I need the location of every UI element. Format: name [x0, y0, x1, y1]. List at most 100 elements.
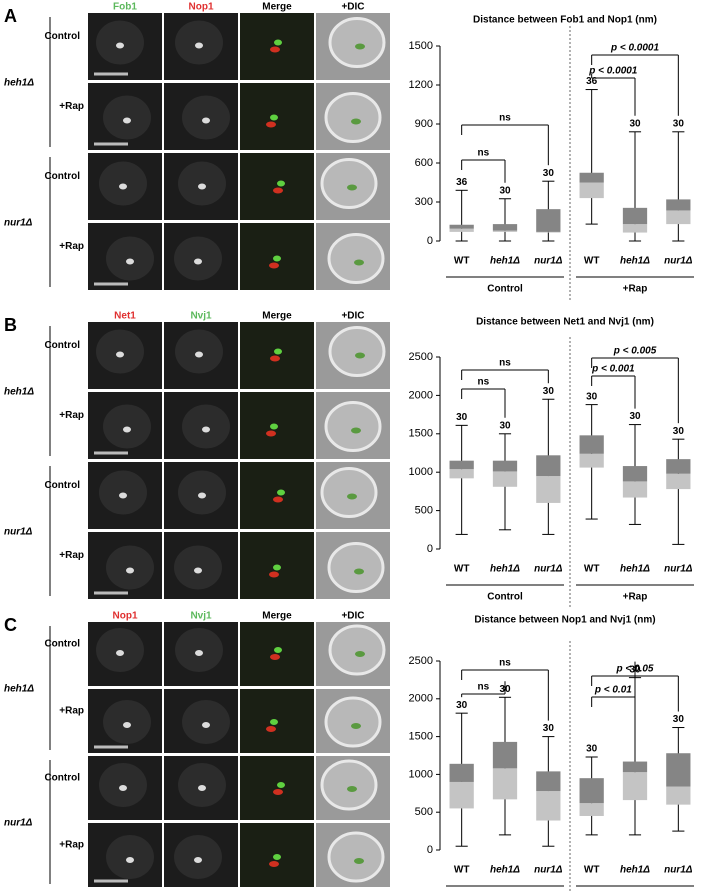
spot	[202, 722, 210, 728]
channel-header: Merge	[262, 2, 292, 13]
micrograph	[240, 823, 314, 887]
n-label: 30	[543, 723, 555, 734]
y-tick-label: 500	[415, 505, 433, 517]
spot	[194, 567, 202, 574]
spot	[126, 567, 134, 574]
y-tick-label: 1500	[409, 428, 433, 440]
x-tick-label: heh1Δ	[620, 256, 650, 267]
box-upper	[666, 199, 691, 211]
box-lower	[622, 772, 648, 801]
x-tick-label: WT	[584, 256, 600, 267]
box-upper	[492, 460, 518, 472]
comparison-bracket	[461, 159, 506, 183]
channel-header: Nop1	[113, 611, 138, 622]
cell	[327, 542, 385, 593]
micrograph	[316, 756, 390, 820]
x-tick-label: heh1Δ	[490, 865, 520, 876]
spot	[351, 118, 361, 125]
y-tick-label: 900	[415, 118, 433, 130]
box-lower	[536, 476, 561, 503]
condition-label: +Rap	[59, 410, 84, 421]
box-lower	[536, 231, 561, 233]
channel-header: +DIC	[341, 611, 364, 622]
group-label: +Rap	[623, 592, 648, 603]
channel-header: Fob1	[113, 2, 137, 13]
y-tick-label: 0	[427, 543, 433, 555]
comparison-label: ns	[499, 113, 511, 124]
box-lower	[492, 471, 518, 487]
image-bg	[240, 462, 314, 529]
spot	[277, 489, 285, 496]
comparison-bracket	[591, 54, 679, 116]
x-tick-label: heh1Δ	[490, 564, 520, 575]
spot	[194, 857, 202, 863]
y-tick-label: 1500	[409, 731, 433, 743]
spot	[123, 722, 131, 728]
channel-header: Net1	[114, 311, 136, 322]
chart-title: Distance between Net1 and Nvj1 (nm)	[476, 317, 654, 328]
spot	[273, 496, 283, 503]
box-lower	[666, 786, 691, 805]
box-lower	[449, 781, 474, 809]
micrograph	[88, 83, 162, 150]
micrograph	[88, 823, 162, 887]
box-upper	[492, 741, 518, 769]
micrograph	[316, 83, 390, 150]
cell	[327, 233, 385, 284]
strain-label: heh1Δ	[4, 684, 34, 695]
micrograph	[316, 532, 390, 599]
comparison-label: ns	[477, 682, 489, 693]
condition-label: Control	[44, 31, 80, 42]
comparison-bracket	[591, 73, 636, 116]
x-tick-label: heh1Δ	[490, 256, 520, 267]
n-label: 36	[586, 76, 598, 87]
spot	[195, 42, 203, 49]
spot	[270, 355, 280, 362]
box-lower	[622, 224, 648, 233]
x-tick-label: WT	[454, 256, 470, 267]
micrograph	[240, 223, 314, 290]
n-label: 30	[586, 391, 598, 402]
micrograph	[164, 462, 238, 529]
spot	[273, 854, 281, 860]
spot	[270, 46, 280, 53]
micrograph	[316, 223, 390, 290]
spot	[355, 651, 365, 657]
micrograph	[164, 392, 238, 459]
micrograph	[164, 223, 238, 290]
strain-label: heh1Δ	[4, 78, 34, 89]
panel-letter: A	[4, 6, 17, 26]
comparison-bracket	[591, 675, 679, 712]
micrograph	[316, 823, 390, 887]
condition-label: +Rap	[59, 550, 84, 561]
micrograph	[164, 532, 238, 599]
y-tick-label: 300	[415, 196, 433, 208]
spot	[354, 568, 364, 575]
spot	[123, 426, 131, 433]
x-tick-label: WT	[454, 564, 470, 575]
y-tick-label: 1000	[409, 466, 433, 478]
y-tick-label: 2500	[409, 655, 433, 667]
spot	[195, 351, 203, 358]
spot	[266, 121, 276, 128]
micrograph	[88, 622, 162, 686]
spot	[202, 426, 210, 433]
box-lower	[622, 481, 648, 498]
x-tick-label: nur1Δ	[534, 564, 563, 575]
strain-label: nur1Δ	[4, 218, 33, 229]
micrograph	[164, 153, 238, 220]
box-upper	[536, 455, 561, 477]
micrograph	[316, 322, 390, 389]
spot	[126, 258, 134, 265]
spot	[202, 117, 210, 124]
micrograph	[240, 322, 314, 389]
micrograph	[316, 392, 390, 459]
micrograph	[88, 223, 162, 290]
cell	[324, 401, 382, 452]
spot	[355, 352, 365, 359]
cell	[327, 831, 385, 883]
spot	[270, 654, 280, 660]
spot	[270, 719, 278, 725]
cell	[320, 759, 378, 811]
box-upper	[449, 460, 474, 470]
